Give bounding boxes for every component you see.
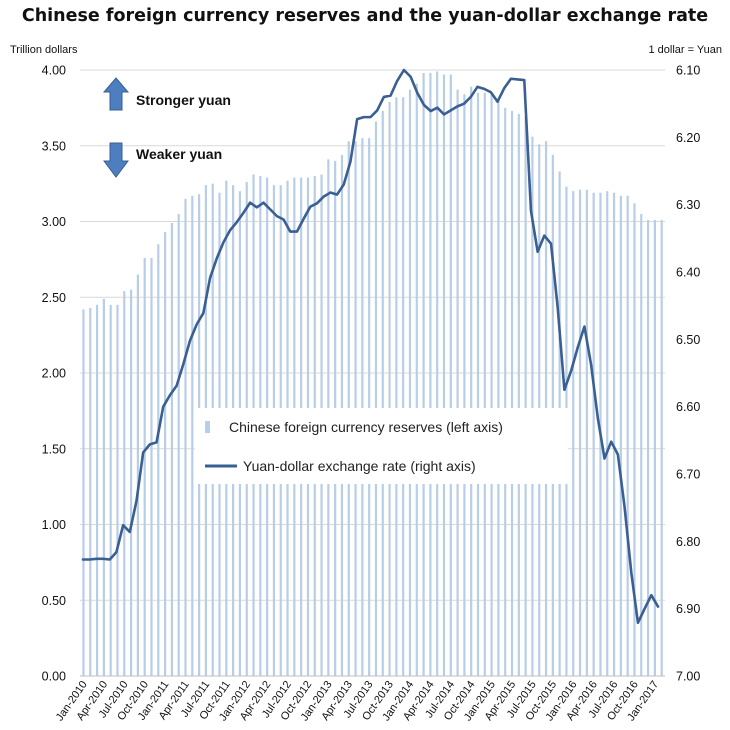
reserve-bar (429, 73, 432, 676)
reserve-bar (456, 89, 459, 676)
left-axis-unit: Trillion dollars (10, 44, 78, 56)
annotations: Stronger yuan Weaker yuan (102, 77, 231, 178)
reserve-bar (191, 195, 194, 676)
right-tick-label: 6.90 (676, 602, 700, 616)
line-series (81, 68, 660, 625)
reserve-bar (442, 74, 446, 677)
reserve-bar (143, 257, 146, 676)
right-axis-unit: 1 dollar = Yuan (648, 44, 723, 56)
reserve-bar (395, 97, 398, 676)
right-tick-label: 6.30 (676, 198, 700, 212)
right-tick-label: 7.00 (676, 670, 700, 684)
down-arrow-icon (103, 142, 129, 178)
up-arrow-icon (102, 77, 130, 111)
right-axis-ticks: 6.10 6.20 6.30 6.40 6.50 6.60 6.70 6.80 6.90 7.00 (676, 64, 700, 684)
reserve-bar (640, 213, 643, 676)
right-tick-label: 6.60 (676, 400, 700, 414)
legend-background (195, 408, 568, 484)
reserve-bar (504, 107, 507, 677)
reserve-bar (497, 100, 500, 677)
left-tick-label: 0.00 (42, 670, 66, 684)
reserve-bar (449, 74, 452, 677)
reserve-bar (150, 257, 153, 676)
chart-title: Chinese foreign currency reserves and th… (21, 6, 709, 26)
reserve-bar (578, 189, 582, 676)
reserve-bar (422, 73, 425, 676)
reserve-bar (510, 110, 514, 676)
reserve-bar (177, 213, 180, 676)
right-tick-label: 6.10 (676, 64, 700, 78)
reserve-bar (95, 304, 99, 676)
reserve-bar (402, 97, 405, 676)
reserve-bar (89, 307, 92, 676)
reserve-bar (436, 71, 439, 676)
reserve-bar (170, 223, 173, 676)
reserve-bar (361, 138, 364, 676)
left-tick-label: 2.50 (42, 291, 66, 305)
left-tick-label: 3.00 (42, 215, 66, 229)
reserve-bar (476, 92, 480, 677)
legend-bar-swatch (205, 421, 210, 433)
left-tick-label: 1.00 (42, 518, 66, 532)
reserve-bar (415, 83, 418, 676)
reserve-bar (626, 195, 629, 676)
left-axis-ticks: 0.00 0.50 1.00 1.50 2.00 2.50 3.00 3.50 4.00 (42, 64, 66, 684)
bar-series (82, 71, 663, 677)
reserve-bar (368, 138, 371, 676)
reserve-bar (606, 191, 609, 676)
right-tick-label: 6.20 (676, 131, 700, 145)
x-axis-ticks: Jan-2010Apr-2010Jul-2010Oct-2010Jan-2011… (54, 679, 662, 723)
right-tick-label: 6.50 (676, 333, 700, 347)
reserve-bar (572, 191, 575, 676)
reserve-bar (388, 101, 391, 676)
left-tick-label: 1.50 (42, 442, 66, 456)
right-tick-label: 6.70 (676, 468, 700, 482)
reserve-bar (612, 192, 616, 676)
reserve-bar (102, 298, 105, 676)
reserve-bar (490, 94, 493, 677)
reserve-bar (130, 289, 133, 676)
reserve-bar (619, 195, 622, 676)
legend-label-reserves: Chinese foreign currency reserves (left … (229, 419, 503, 435)
reserve-bar (524, 116, 527, 677)
left-tick-label: 4.00 (42, 64, 66, 78)
reserve-bar (374, 121, 378, 676)
reserve-bar (517, 113, 520, 676)
reserve-bar (646, 219, 650, 677)
reserve-bar (164, 232, 167, 676)
right-tick-label: 6.40 (676, 266, 700, 280)
weaker-yuan-label: Weaker yuan (136, 146, 222, 162)
stronger-yuan-label: Stronger yuan (136, 92, 231, 108)
reserve-bar (381, 110, 384, 676)
reserve-bar (136, 274, 139, 676)
reserve-bar (109, 304, 112, 676)
reserve-bar (184, 198, 187, 676)
left-tick-label: 0.50 (42, 594, 66, 608)
reserve-bar (82, 309, 85, 676)
reserve-bar (531, 136, 534, 676)
reserve-bar (470, 86, 473, 676)
left-tick-label: 2.00 (42, 367, 66, 381)
reserve-bar (585, 189, 588, 676)
reserve-bar (653, 219, 656, 677)
reserve-bar (157, 244, 160, 676)
legend: Chinese foreign currency reserves (left … (195, 408, 568, 484)
reserve-bar (116, 304, 119, 676)
reserve-bar (660, 219, 663, 677)
right-tick-label: 6.80 (676, 535, 700, 549)
reserve-bar (592, 192, 595, 676)
reserve-bar (463, 94, 466, 677)
left-tick-label: 3.50 (42, 139, 66, 153)
reserve-bar (408, 89, 412, 676)
reserve-bar (633, 203, 636, 676)
reserve-bar (123, 291, 126, 676)
exchange-rate-line (81, 68, 660, 625)
legend-label-exchange-rate: Yuan-dollar exchange rate (right axis) (243, 458, 476, 474)
reserve-bar (483, 92, 486, 677)
